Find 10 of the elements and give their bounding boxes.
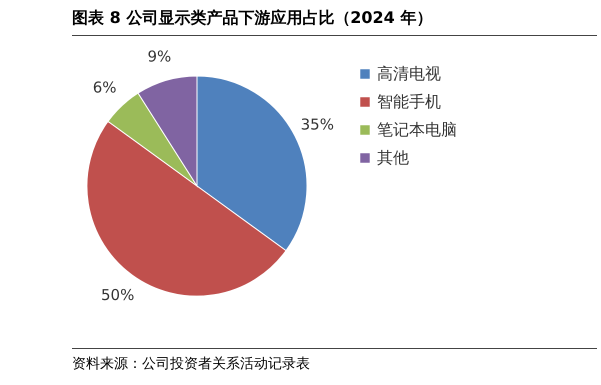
data-label: 50%	[100, 286, 134, 304]
legend-label: 高清电视	[377, 64, 441, 83]
data-label: 35%	[300, 116, 334, 134]
legend-label: 笔记本电脑	[377, 120, 457, 139]
legend-label: 智能手机	[377, 92, 441, 111]
text: 资料来源：公司投资者关系活动记录表	[72, 348, 597, 373]
data-label: 6%	[92, 78, 116, 97]
legend-label: 其他	[377, 148, 409, 167]
data-label: 9%	[147, 47, 172, 66]
chart-title: 图表 8 公司显示类产品下游应用占比（2024 年）	[72, 8, 597, 36]
